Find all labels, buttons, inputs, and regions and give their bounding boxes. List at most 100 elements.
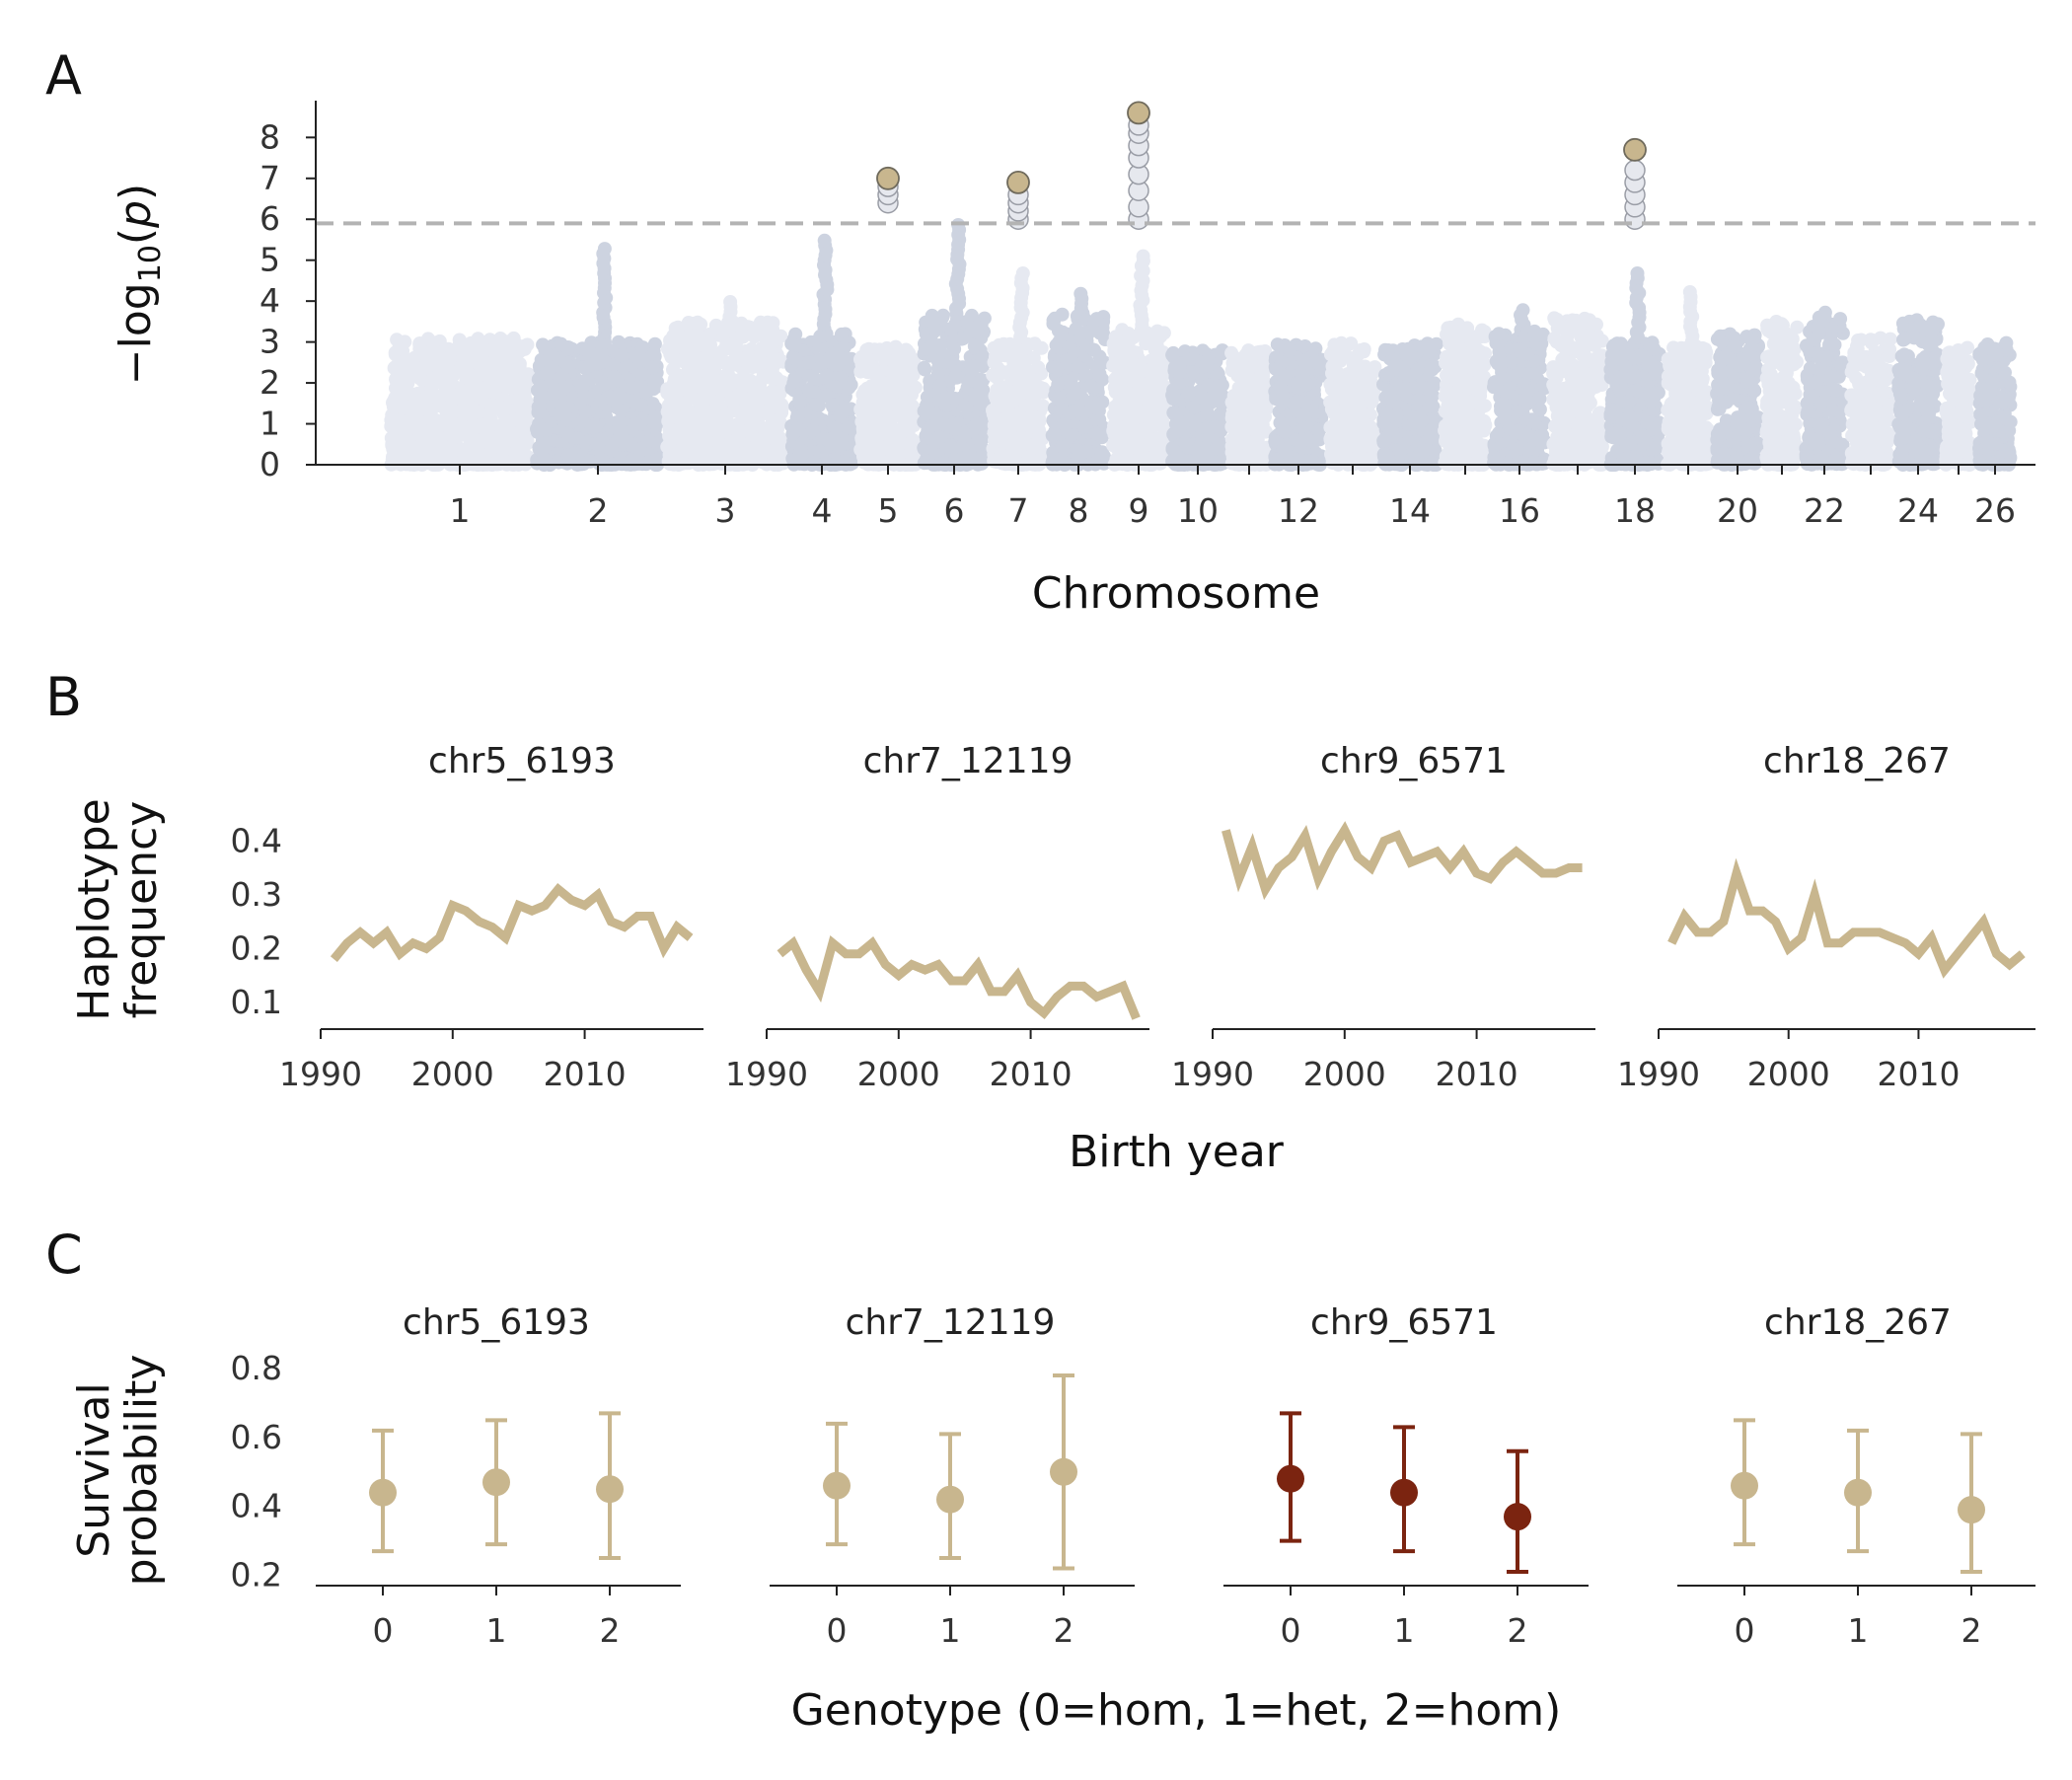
snp-point xyxy=(1137,422,1151,437)
snp-point xyxy=(732,433,747,448)
snp-point-peak xyxy=(723,295,738,309)
snp-point xyxy=(790,421,805,435)
snp-point xyxy=(1166,389,1181,404)
snp-point xyxy=(986,368,1000,383)
snp-point xyxy=(678,353,693,368)
chromosome-13-points xyxy=(1323,335,1382,472)
snp-point xyxy=(757,443,772,458)
snp-point xyxy=(497,424,512,438)
snp-point-peak xyxy=(1015,266,1030,280)
snp-point xyxy=(1055,440,1070,454)
snp-point xyxy=(1071,359,1085,374)
snp-point xyxy=(718,381,733,396)
snp-point xyxy=(997,416,1010,431)
snp-point xyxy=(606,393,621,408)
snp-point xyxy=(772,436,786,451)
snp-point xyxy=(807,385,821,399)
snp-point xyxy=(497,349,512,364)
snp-point xyxy=(613,414,628,429)
snp-point xyxy=(633,398,648,412)
snp-point xyxy=(878,343,893,358)
snp-point xyxy=(1270,337,1285,352)
snp-point xyxy=(999,449,1013,464)
snp-point xyxy=(861,353,876,368)
snp-point xyxy=(582,343,596,358)
snp-point xyxy=(930,353,945,368)
snp-point xyxy=(1132,404,1147,418)
snp-point xyxy=(423,357,438,372)
snp-point-peak xyxy=(597,242,612,257)
snp-point xyxy=(1201,352,1216,367)
snp-point xyxy=(574,380,589,395)
chromosome-4-points xyxy=(784,233,859,472)
snp-point xyxy=(1248,379,1263,393)
snp-point xyxy=(691,414,705,429)
snp-point xyxy=(662,449,677,464)
chromosome-1-points xyxy=(384,331,536,472)
snp-point xyxy=(921,400,935,414)
snp-point xyxy=(1131,383,1146,398)
snp-point xyxy=(635,367,649,382)
panel-letter-c: C xyxy=(45,1224,83,1286)
snp-point xyxy=(493,369,508,384)
snp-point xyxy=(1051,377,1066,392)
snp-point xyxy=(1171,376,1186,390)
snp-point xyxy=(1172,450,1187,465)
snp-point xyxy=(866,366,881,381)
snp-point xyxy=(1067,404,1081,418)
snp-point xyxy=(841,420,855,435)
snp-point xyxy=(402,386,416,401)
snp-point xyxy=(578,405,593,419)
chromosome-5-points xyxy=(853,166,923,472)
snp-point xyxy=(964,449,978,464)
top-snp-point xyxy=(1127,101,1150,125)
snp-point xyxy=(399,400,413,414)
snp-point xyxy=(1178,436,1193,451)
snp-point xyxy=(1250,417,1265,432)
snp-point xyxy=(613,348,628,363)
snp-point xyxy=(776,400,790,414)
snp-point xyxy=(931,393,946,408)
snp-point xyxy=(1149,382,1164,397)
snp-point xyxy=(932,379,947,394)
manhattan-points xyxy=(384,101,2018,472)
chromosome-9-points xyxy=(1106,101,1171,472)
snp-point xyxy=(838,351,852,366)
snp-point-peak xyxy=(1136,249,1150,263)
snp-point xyxy=(607,370,622,384)
panel-letter-a: A xyxy=(45,44,82,107)
snp-point xyxy=(386,437,401,452)
snp-point xyxy=(1069,386,1083,401)
snp-point xyxy=(661,385,676,400)
snp-point xyxy=(1302,454,1317,469)
snp-point xyxy=(1071,443,1085,458)
snp-point xyxy=(570,431,585,445)
snp-point xyxy=(1296,353,1311,368)
snp-point xyxy=(435,417,450,432)
snp-point xyxy=(1231,423,1246,437)
snp-point xyxy=(533,399,548,413)
snp-point xyxy=(758,421,773,436)
snp-point xyxy=(508,412,523,427)
snp-point xyxy=(697,355,711,370)
snp-point xyxy=(792,395,807,409)
snp-point xyxy=(517,341,532,356)
snp-point xyxy=(703,327,717,341)
snp-point xyxy=(1116,385,1131,400)
snp-point xyxy=(802,355,816,370)
snp-point xyxy=(499,334,514,349)
snp-point xyxy=(835,437,850,452)
snp-point xyxy=(733,445,748,460)
chromosome-8-points xyxy=(1045,286,1112,472)
snp-point xyxy=(459,351,473,365)
snp-point xyxy=(1052,334,1067,349)
snp-point xyxy=(1193,384,1207,399)
snp-point xyxy=(947,391,962,406)
snp-point xyxy=(470,338,484,353)
snp-point xyxy=(742,351,757,366)
snp-point xyxy=(1110,433,1125,448)
snp-point xyxy=(1111,403,1126,417)
